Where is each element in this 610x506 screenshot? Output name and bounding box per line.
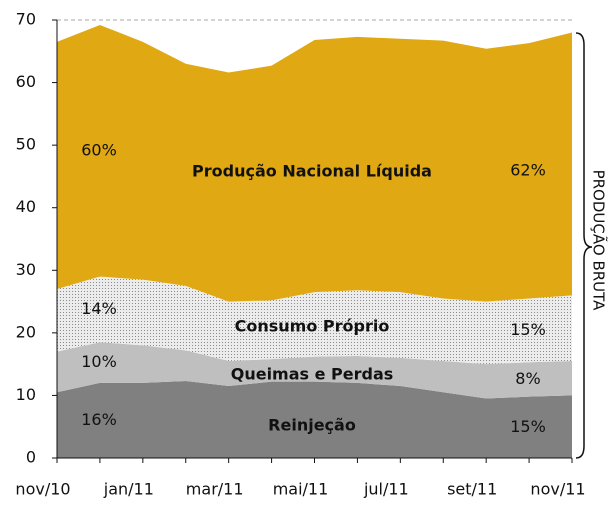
y-tick-label: 60 [16,72,36,91]
area [57,342,572,399]
x-tick-label: set/11 [447,480,497,499]
brace-label: PRODUÇÃO BRUTA [590,170,609,312]
y-tick-label: 0 [26,448,36,467]
y-tick-label: 40 [16,197,36,216]
share-label: 8% [515,369,540,388]
share-label: 15% [510,320,546,339]
y-tick-label: 50 [16,135,36,154]
series-label: Produção Nacional Líquida [192,161,432,180]
x-tick-label: nov/11 [530,480,585,499]
share-label: 10% [81,352,117,371]
area [57,25,572,302]
x-tick-label: nov/10 [15,480,70,499]
series-label: Consumo Próprio [235,317,390,336]
series-label: Queimas e Perdas [231,364,394,383]
y-tick-label: 70 [16,10,36,29]
share-label: 15% [510,417,546,436]
x-tick-label: jul/11 [363,480,409,499]
x-tick-label: mar/11 [186,480,244,499]
y-tick-label: 20 [16,322,36,341]
share-label: 16% [81,410,117,429]
series-label: Reinjeção [268,415,356,434]
share-label: 60% [81,140,117,159]
area [57,276,572,365]
x-tick-label: mai/11 [273,480,329,499]
y-tick-label: 10 [16,385,36,404]
share-label: 62% [510,160,546,179]
x-tick-label: jan/11 [103,480,154,499]
share-label: 14% [81,299,117,318]
y-tick-label: 30 [16,260,36,279]
brace [575,32,593,459]
area [57,381,572,458]
